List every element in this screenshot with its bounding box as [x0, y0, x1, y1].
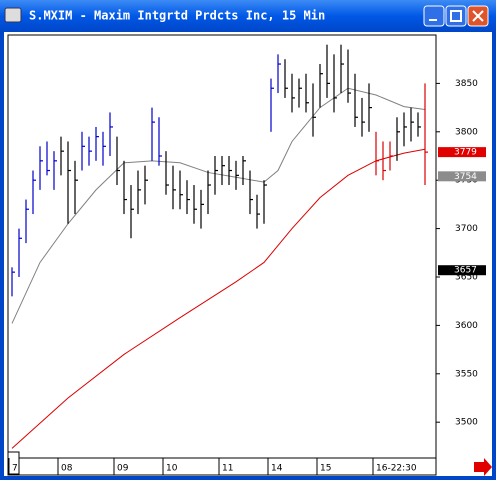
- scroll-box[interactable]: [7, 451, 20, 475]
- minimize-button[interactable]: [423, 5, 445, 27]
- y-tick-label: 3500: [455, 418, 478, 428]
- price-label: 3754: [454, 172, 477, 182]
- app-icon: [4, 7, 22, 23]
- close-icon: [472, 10, 484, 22]
- x-tick-label: 11: [222, 464, 233, 474]
- maximize-icon: [450, 10, 462, 22]
- y-tick-label: 3700: [455, 224, 478, 234]
- y-tick-label: 3850: [455, 79, 478, 89]
- scroll-arrow[interactable]: [474, 458, 492, 476]
- price-label-box: [438, 147, 486, 158]
- x-tick-label: 16-22:30: [376, 464, 417, 474]
- x-tick-label: 7: [12, 464, 18, 474]
- y-tick-label: 3650: [455, 272, 478, 282]
- price-label: 3657: [454, 266, 477, 276]
- maximize-button[interactable]: [445, 5, 467, 27]
- x-tick-label: 15: [320, 464, 331, 474]
- y-tick-label: 3550: [455, 369, 478, 379]
- y-tick-label: 3800: [455, 127, 478, 137]
- window-title: S.MXIM - Maxim Intgrtd Prdcts Inc, 15 Mi…: [29, 9, 325, 23]
- price-label: 3779: [454, 148, 477, 158]
- moving-average: [11, 148, 426, 449]
- x-tick-label: 08: [61, 464, 73, 474]
- title-bar: [0, 0, 496, 32]
- x-tick-label: 10: [166, 464, 178, 474]
- x-tick-label: 09: [117, 464, 129, 474]
- y-tick-label: 3600: [455, 321, 478, 331]
- x-tick-label: 14: [271, 464, 283, 474]
- price-label-box: [438, 265, 486, 276]
- plot-area: [7, 34, 437, 459]
- price-label-box: [438, 171, 486, 182]
